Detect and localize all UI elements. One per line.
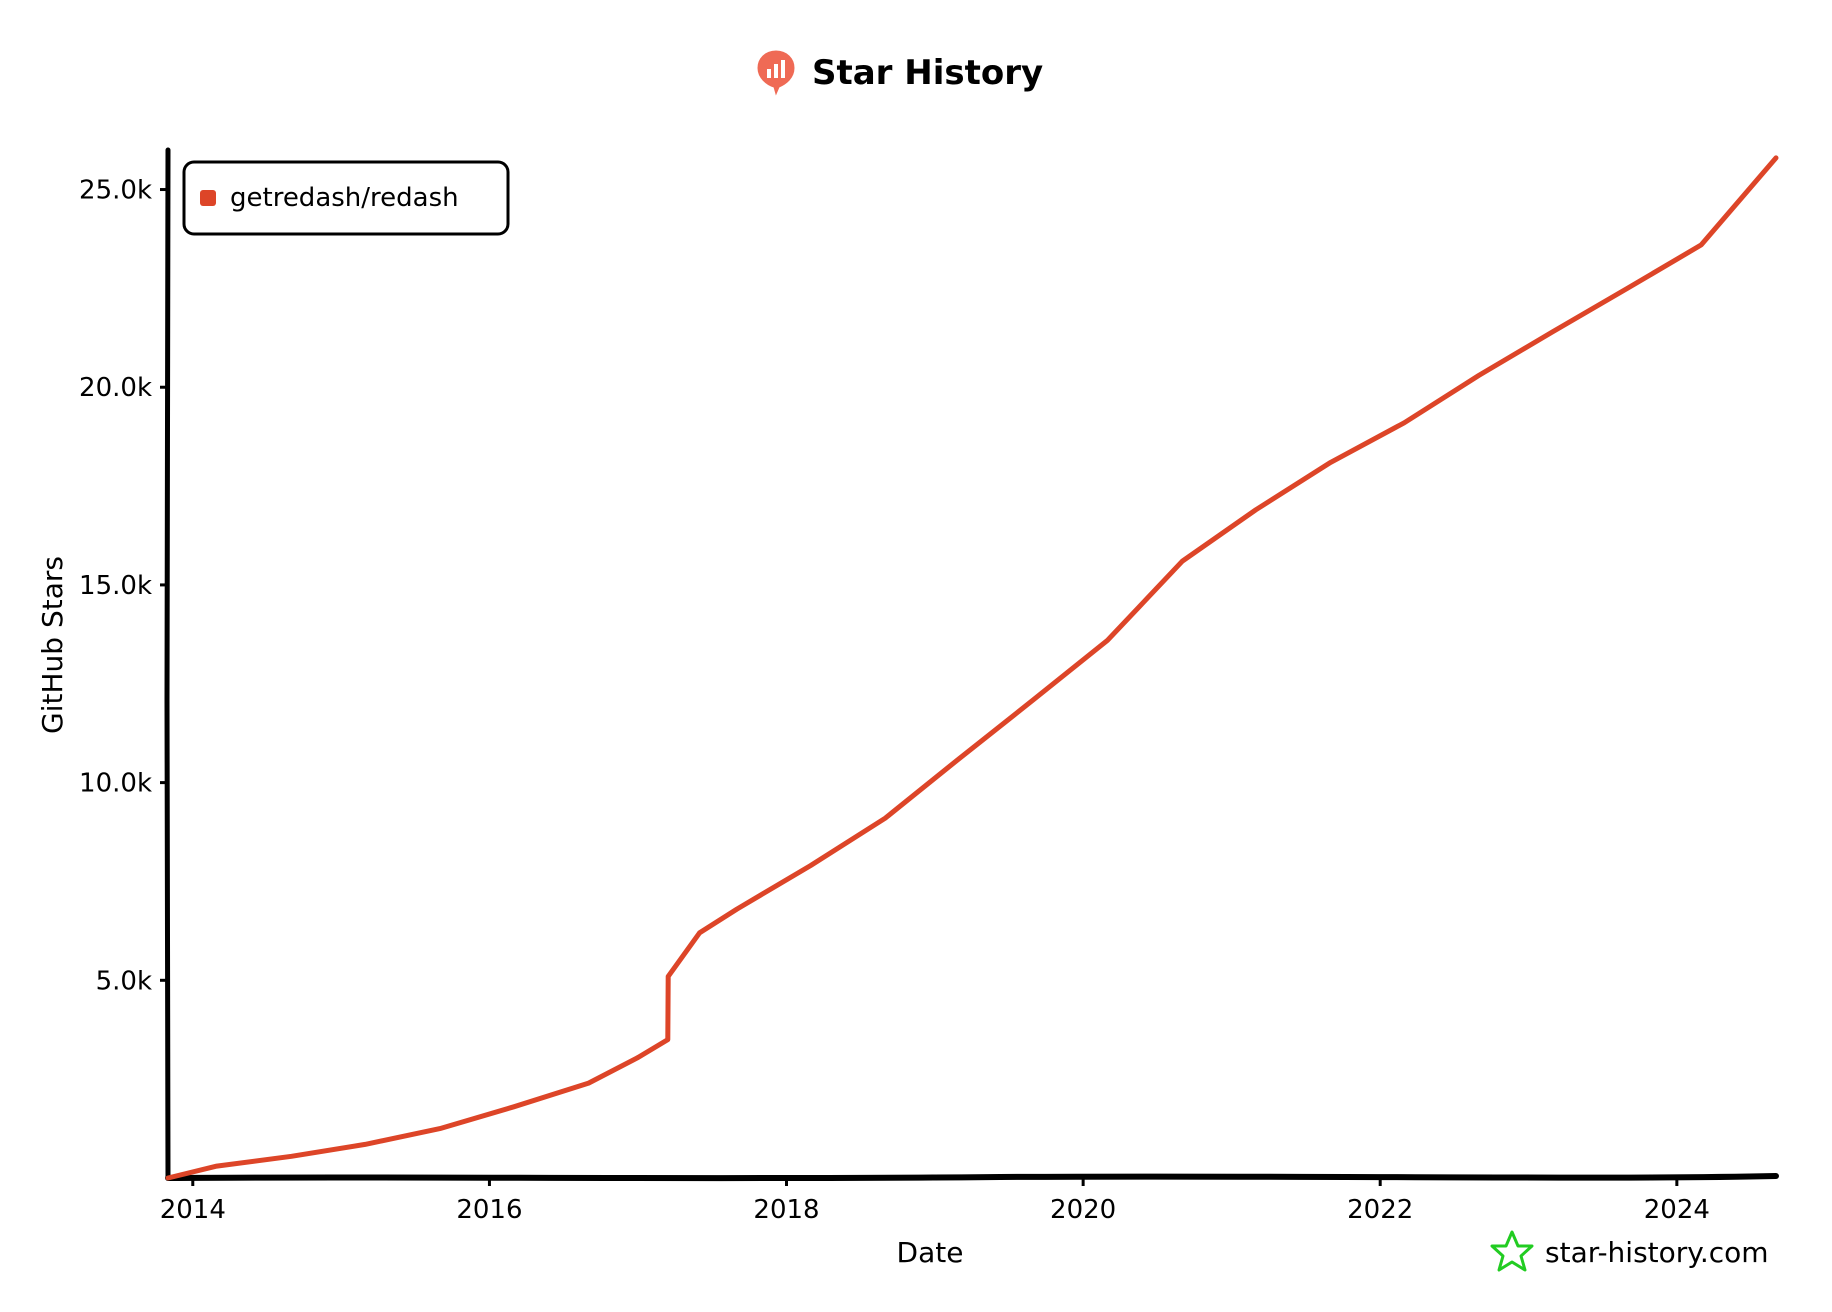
x-axis-line <box>165 1173 1779 1182</box>
x-tick-label: 2022 <box>1347 1195 1413 1225</box>
y-axis-label: GitHub Stars <box>36 556 69 734</box>
x-tick-label: 2024 <box>1644 1195 1710 1225</box>
y-axis-line <box>164 147 171 1181</box>
legend-swatch <box>200 190 216 206</box>
chart-title: Star History <box>812 53 1043 93</box>
x-axis-label: Date <box>897 1236 964 1269</box>
legend-box <box>182 160 510 236</box>
series-line-0 <box>165 155 1779 1181</box>
y-tick-label: 5.0k <box>96 966 152 996</box>
y-tick-label: 10.0k <box>79 769 152 799</box>
y-tick-label: 15.0k <box>79 571 152 601</box>
star-icon <box>1490 1230 1534 1272</box>
x-tick-label: 2014 <box>160 1195 226 1225</box>
series-layer <box>165 155 1779 1181</box>
y-tick-label: 20.0k <box>79 373 152 403</box>
chart-title-group: Star History <box>757 50 1043 96</box>
watermark: star-history.com <box>1490 1230 1769 1272</box>
watermark-text: star-history.com <box>1545 1236 1769 1269</box>
legend-label: getredash/redash <box>230 183 459 213</box>
x-tick-label: 2020 <box>1050 1195 1116 1225</box>
x-ticks: 2014 2016 2018 2020 2022 2024 <box>160 1178 1710 1225</box>
legend: getredash/redash <box>182 160 510 236</box>
y-ticks: 5.0k 10.0k 15.0k 20.0k 25.0k <box>79 176 168 996</box>
y-tick-label: 25.0k <box>79 176 152 206</box>
x-tick-label: 2018 <box>753 1195 819 1225</box>
x-tick-label: 2016 <box>456 1195 522 1225</box>
axes <box>164 147 1779 1182</box>
star-history-logo-icon <box>757 50 795 96</box>
